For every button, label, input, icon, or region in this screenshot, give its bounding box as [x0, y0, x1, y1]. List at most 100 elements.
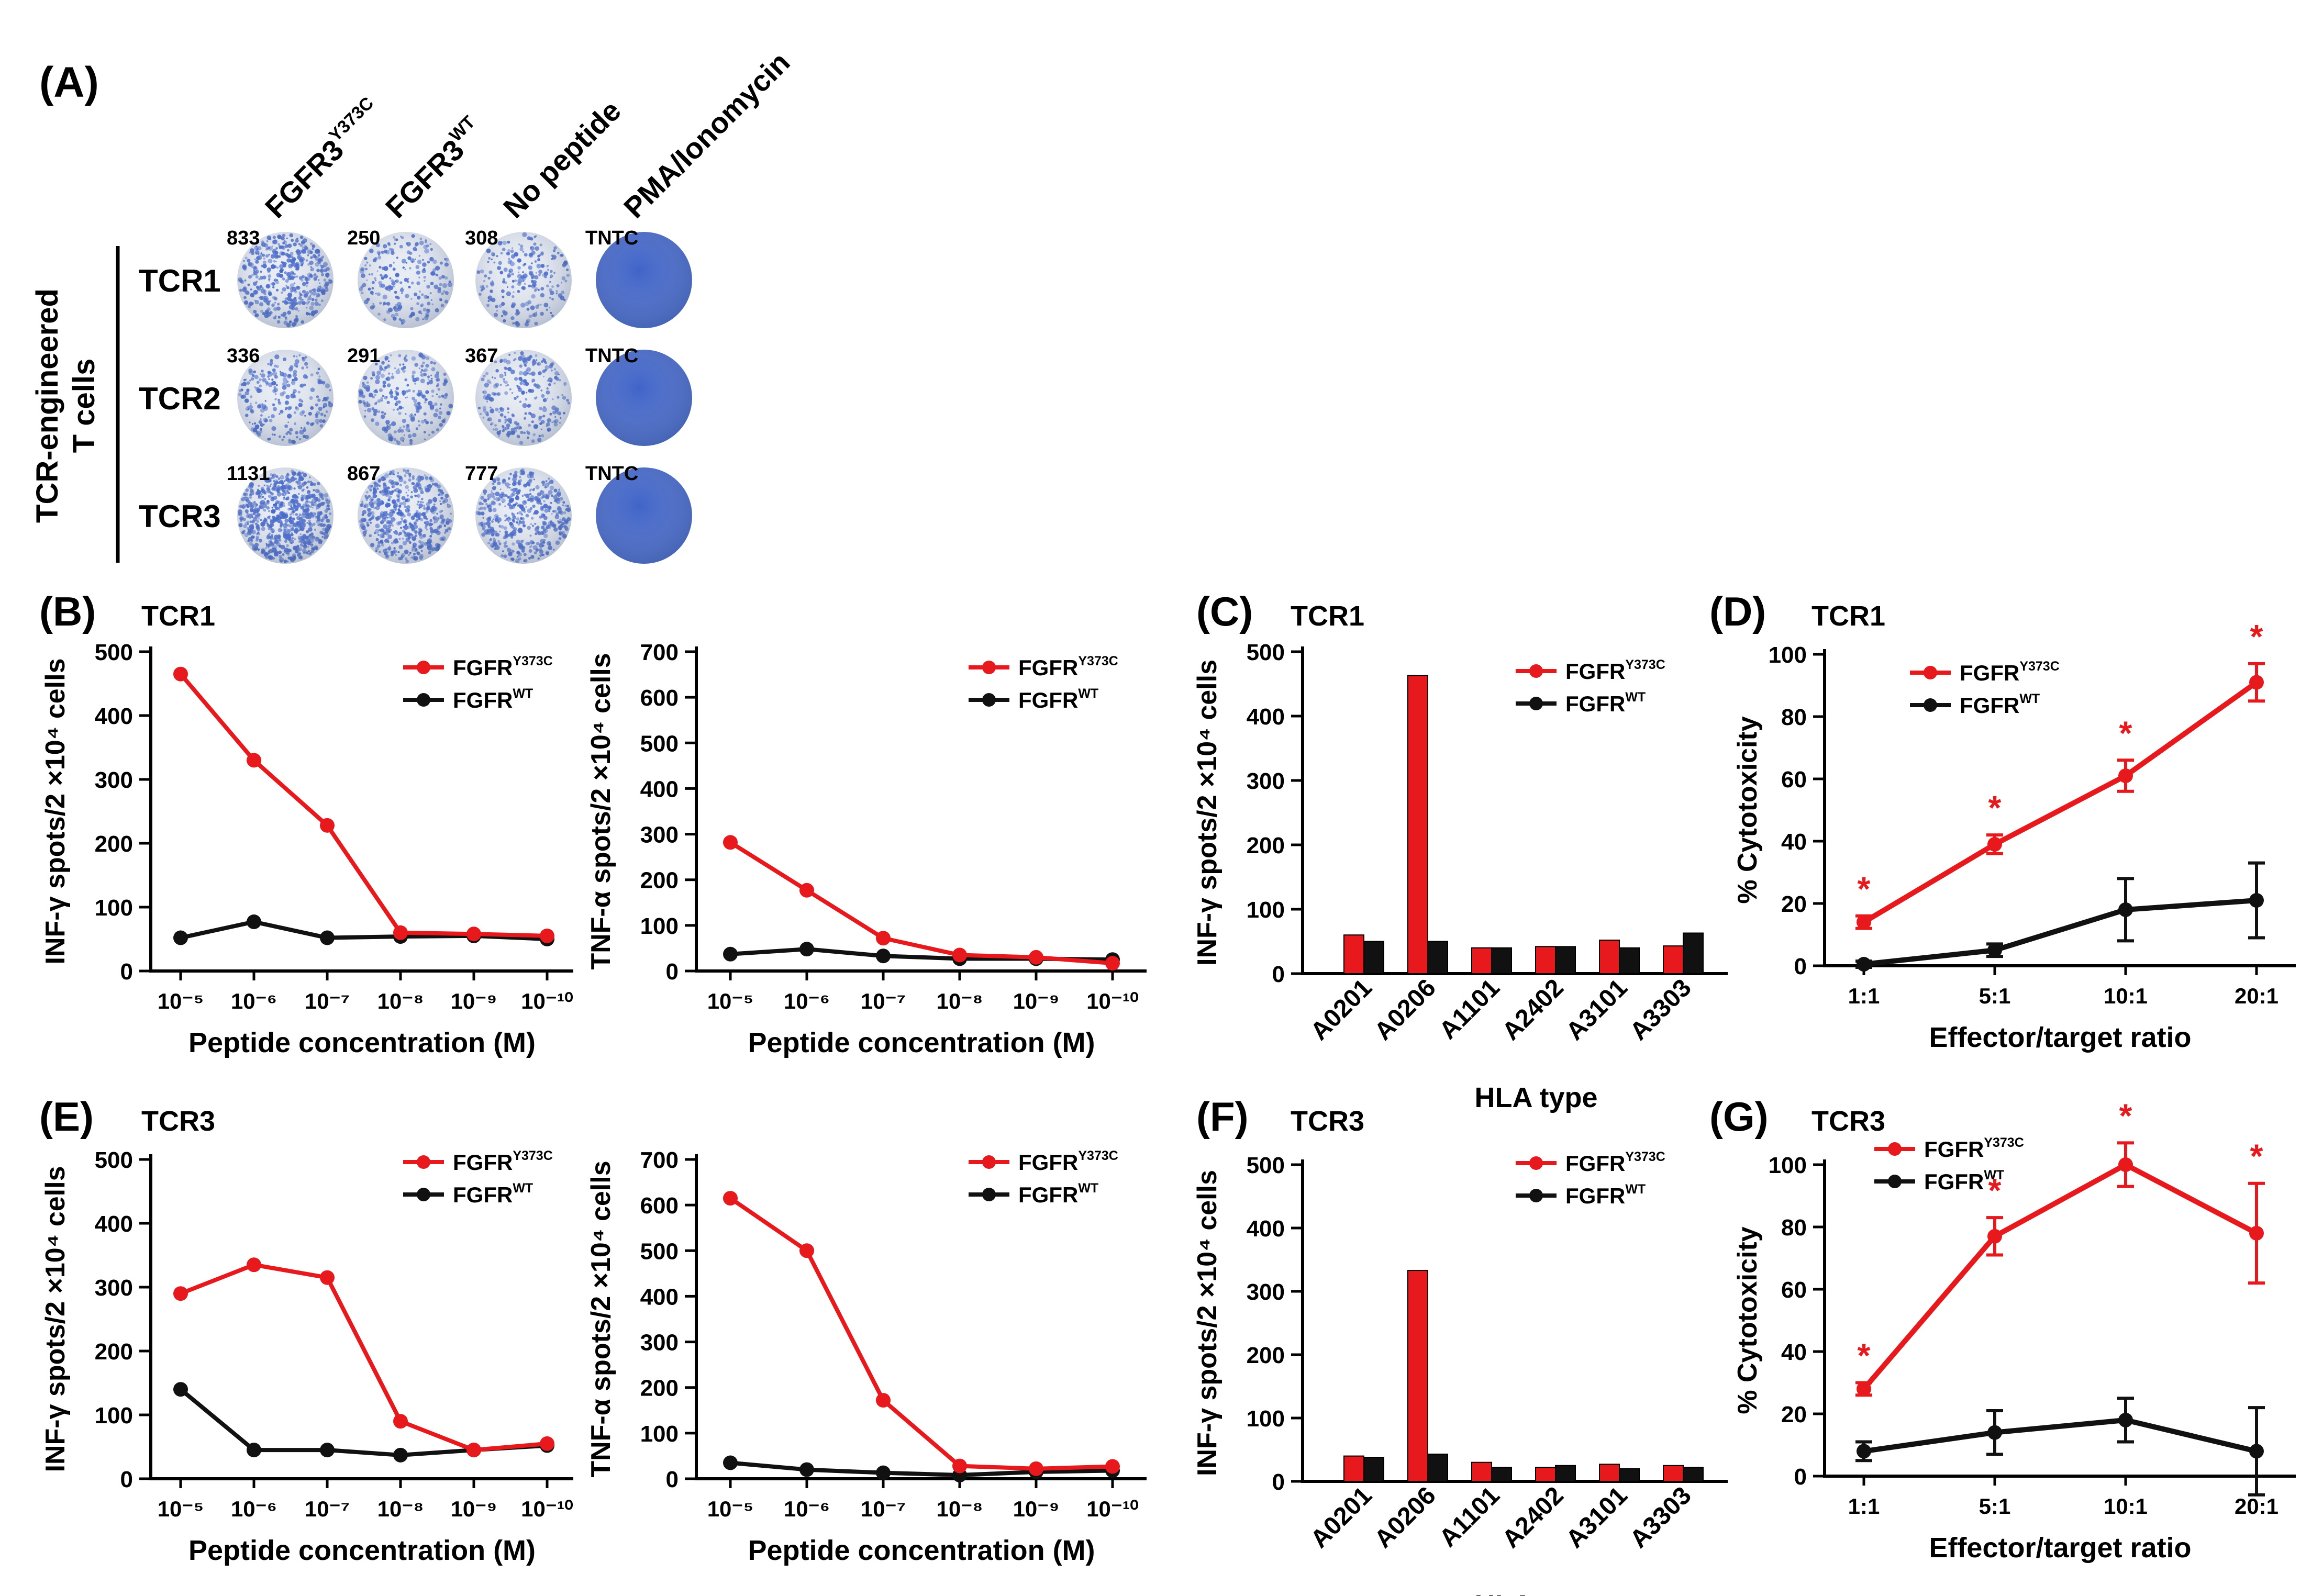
x-axis-title: Effector/target ratio	[1929, 1022, 2191, 1053]
well-shading	[596, 232, 692, 328]
x-tick-label: A0206	[1369, 1481, 1441, 1553]
x-tick-label-group: A3303	[1625, 1481, 1696, 1553]
y-axis-title: TNF-α spots/2 ×10⁴ cells	[586, 1160, 616, 1477]
legend-label-sup: Y373C	[2019, 659, 2059, 674]
y-tick-label: 400	[95, 704, 133, 729]
x-tick-label: 10⁻⁹	[1013, 1497, 1060, 1521]
column-header-label: No peptide	[497, 94, 627, 224]
point-mutant	[320, 1270, 335, 1285]
y-tick-label: 200	[640, 1376, 679, 1401]
point-mutant	[799, 883, 814, 898]
point-mutant	[173, 666, 188, 682]
series-line-mutant	[179, 673, 548, 938]
elispot-well	[596, 232, 692, 328]
series-line-mutant	[180, 1263, 548, 1453]
x-tick-label: 20:1	[2235, 1494, 2278, 1519]
point-wildtype	[1987, 1425, 2002, 1440]
x-tick-label: 10⁻⁶	[784, 1497, 830, 1521]
legend-label: FGFRWT	[1960, 691, 2040, 718]
significance-marker: *	[1988, 789, 2002, 827]
x-tick-label: 10⁻⁹	[451, 989, 497, 1013]
legend-label-base: FGFR	[1960, 693, 2019, 718]
legend-label-base: FGFR	[1018, 1150, 1078, 1175]
legend-label-sup: WT	[1625, 1182, 1646, 1197]
well-shading	[475, 350, 572, 446]
side-label-line2: T cells	[67, 359, 101, 453]
y-tick-label: 60	[1781, 1277, 1807, 1303]
y-tick-label: 500	[640, 731, 679, 756]
elispot-well	[358, 232, 454, 328]
legend-label-base: FGFR	[1565, 659, 1625, 684]
spot-count: 291	[347, 345, 380, 367]
x-tick-label: A2402	[1497, 1481, 1569, 1553]
y-tick-label: 400	[95, 1211, 133, 1237]
legend-label-sup: WT	[513, 686, 533, 701]
point-wildtype	[799, 942, 814, 957]
column-header-label: FGFR3WT	[377, 112, 490, 225]
point-wildtype	[1857, 957, 1871, 972]
x-tick-label: 10⁻⁷	[305, 1497, 350, 1521]
point-mutant	[876, 931, 891, 946]
series-line-wildtype	[179, 1388, 548, 1457]
y-tick-label: 500	[95, 640, 133, 665]
chart-E1: (E) TCR3 0 100 200 300 400 500 INF-γ spots/2 ×10…	[39, 1093, 573, 1566]
legend-label-sup: WT	[1078, 1181, 1098, 1196]
legend-label-sup: Y373C	[1078, 654, 1118, 668]
spot-count: 336	[227, 345, 260, 367]
bar-wildtype	[1491, 947, 1512, 975]
point-mutant	[876, 1393, 891, 1408]
x-tick-label-group: A2402	[1497, 974, 1569, 1045]
x-tick-label-group: A1101	[1434, 1481, 1505, 1553]
point-mutant	[799, 1243, 814, 1258]
bar-wildtype	[1555, 1465, 1576, 1482]
panel-a-label: (A)	[39, 59, 99, 106]
point-mutant	[1857, 914, 1871, 930]
y-tick-label: 0	[1272, 1469, 1285, 1495]
column-header-label-base: PMA/Ionomycin	[617, 46, 796, 225]
y-tick-label: 80	[1781, 705, 1807, 730]
point-mutant	[1857, 1381, 1871, 1397]
x-tick-label: 10⁻¹⁰	[521, 989, 573, 1013]
y-tick-label: 100	[95, 1403, 133, 1428]
x-axis-title: Peptide concentration (M)	[748, 1027, 1095, 1058]
bar-wildtype	[1427, 941, 1448, 974]
legend-label-base: FGFR	[1018, 1182, 1078, 1207]
series-line-wildtype	[730, 1460, 1113, 1478]
legend-label-base: FGFR	[1960, 661, 2019, 685]
x-tick-label: 10⁻⁶	[784, 989, 830, 1013]
y-axis-title: INF-γ spots/2 ×10⁴ cells	[1192, 660, 1222, 966]
series-line-mutant	[729, 1196, 1113, 1471]
legend-label-sup: WT	[2019, 691, 2040, 706]
significance-marker: *	[1988, 1171, 2002, 1209]
legend-label: FGFRY373C	[1960, 659, 2060, 685]
point-wildtype	[247, 914, 261, 930]
point-wildtype	[173, 1382, 188, 1397]
point-wildtype	[876, 1465, 891, 1480]
y-tick-label: 700	[640, 1147, 679, 1173]
legend-label-base: FGFR	[1018, 655, 1078, 680]
point-mutant	[540, 1436, 554, 1451]
y-axis-title: INF-γ spots/2 ×10⁴ cells	[40, 659, 71, 965]
point-wildtype	[2118, 1412, 2133, 1427]
y-tick-label: 200	[95, 1339, 133, 1365]
x-tick-label: A1101	[1434, 1481, 1505, 1553]
x-tick-label: 10:1	[2104, 1494, 2148, 1519]
y-tick-label: 300	[640, 1330, 679, 1356]
x-tick-label-group: A3101	[1561, 974, 1632, 1045]
well-shading	[237, 232, 334, 328]
legend-label-base: FGFR	[453, 1182, 513, 1207]
bar-mutant	[1471, 947, 1492, 975]
legend-marker	[982, 693, 996, 707]
y-axis-title-group: % Cytotoxicity	[1732, 716, 1763, 903]
bar-wildtype	[1363, 941, 1384, 974]
point-wildtype	[247, 1443, 261, 1458]
bar-wildtype	[1683, 1467, 1704, 1482]
x-tick-label: A3101	[1561, 1481, 1632, 1553]
panel-title: TCR3	[1811, 1106, 1885, 1137]
series-line-mutant	[729, 840, 1113, 966]
x-axis-title: Peptide concentration (M)	[188, 1027, 536, 1058]
panel-label: (B)	[39, 588, 96, 634]
point-mutant	[1987, 836, 2002, 852]
chart-D: (D) TCR1 0 20 40 60 80 100 % Cytotoxicity 1:1 5:1 1…	[1709, 588, 2296, 1053]
y-tick-label: 100	[1247, 1406, 1285, 1432]
